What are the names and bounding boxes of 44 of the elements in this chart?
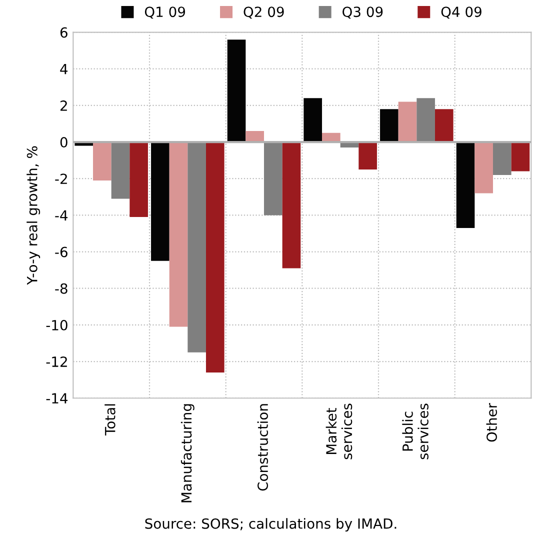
bar — [456, 142, 475, 228]
y-tick-label: 2 — [60, 100, 67, 111]
x-tick-label: Public services — [402, 404, 428, 460]
legend-label: Q4 09 — [441, 6, 482, 19]
y-tick-label: 4 — [60, 64, 68, 74]
bar — [246, 131, 264, 142]
y-tick-label: -10 — [46, 320, 68, 330]
x-tick-label: Construction — [257, 404, 268, 491]
x-tick-label: Market services — [326, 404, 352, 460]
bar — [264, 142, 282, 216]
bar — [492, 142, 512, 175]
y-tick-label: -8 — [55, 283, 68, 294]
bar — [434, 109, 454, 142]
bar — [282, 142, 301, 268]
x-tick-label: Other — [486, 402, 498, 442]
bar — [511, 142, 530, 172]
bar — [206, 142, 224, 373]
y-tick-label: -4 — [55, 210, 68, 220]
bar — [358, 142, 377, 170]
bar — [398, 102, 417, 142]
bar — [380, 109, 398, 142]
bar — [111, 142, 130, 199]
x-tick-label: Manufacturing — [180, 404, 194, 502]
x-tick-label: Total — [104, 404, 116, 436]
bar — [304, 98, 322, 142]
legend-label: Q1 09 — [144, 6, 186, 19]
y-tick-label: -12 — [46, 356, 67, 367]
y-tick-label: -6 — [55, 246, 68, 258]
bar — [93, 142, 112, 180]
bar — [188, 142, 206, 352]
y-tick-label: -2 — [55, 174, 67, 184]
legend-label: Q3 09 — [342, 6, 383, 19]
bar — [416, 98, 435, 142]
bar — [474, 142, 493, 194]
y-tick-label: 0 — [60, 137, 68, 148]
bar — [130, 142, 148, 218]
y-tick-label: -14 — [46, 393, 68, 404]
source-note: Source: SORS; calculations by IMAD. — [145, 518, 396, 532]
y-axis-title: Y-o-y real growth, % — [26, 146, 40, 285]
bar — [227, 40, 246, 142]
legend-label: Q2 09 — [244, 6, 284, 19]
bar — [169, 142, 188, 327]
y-tick-label: 6 — [60, 27, 68, 38]
bar — [151, 142, 170, 261]
